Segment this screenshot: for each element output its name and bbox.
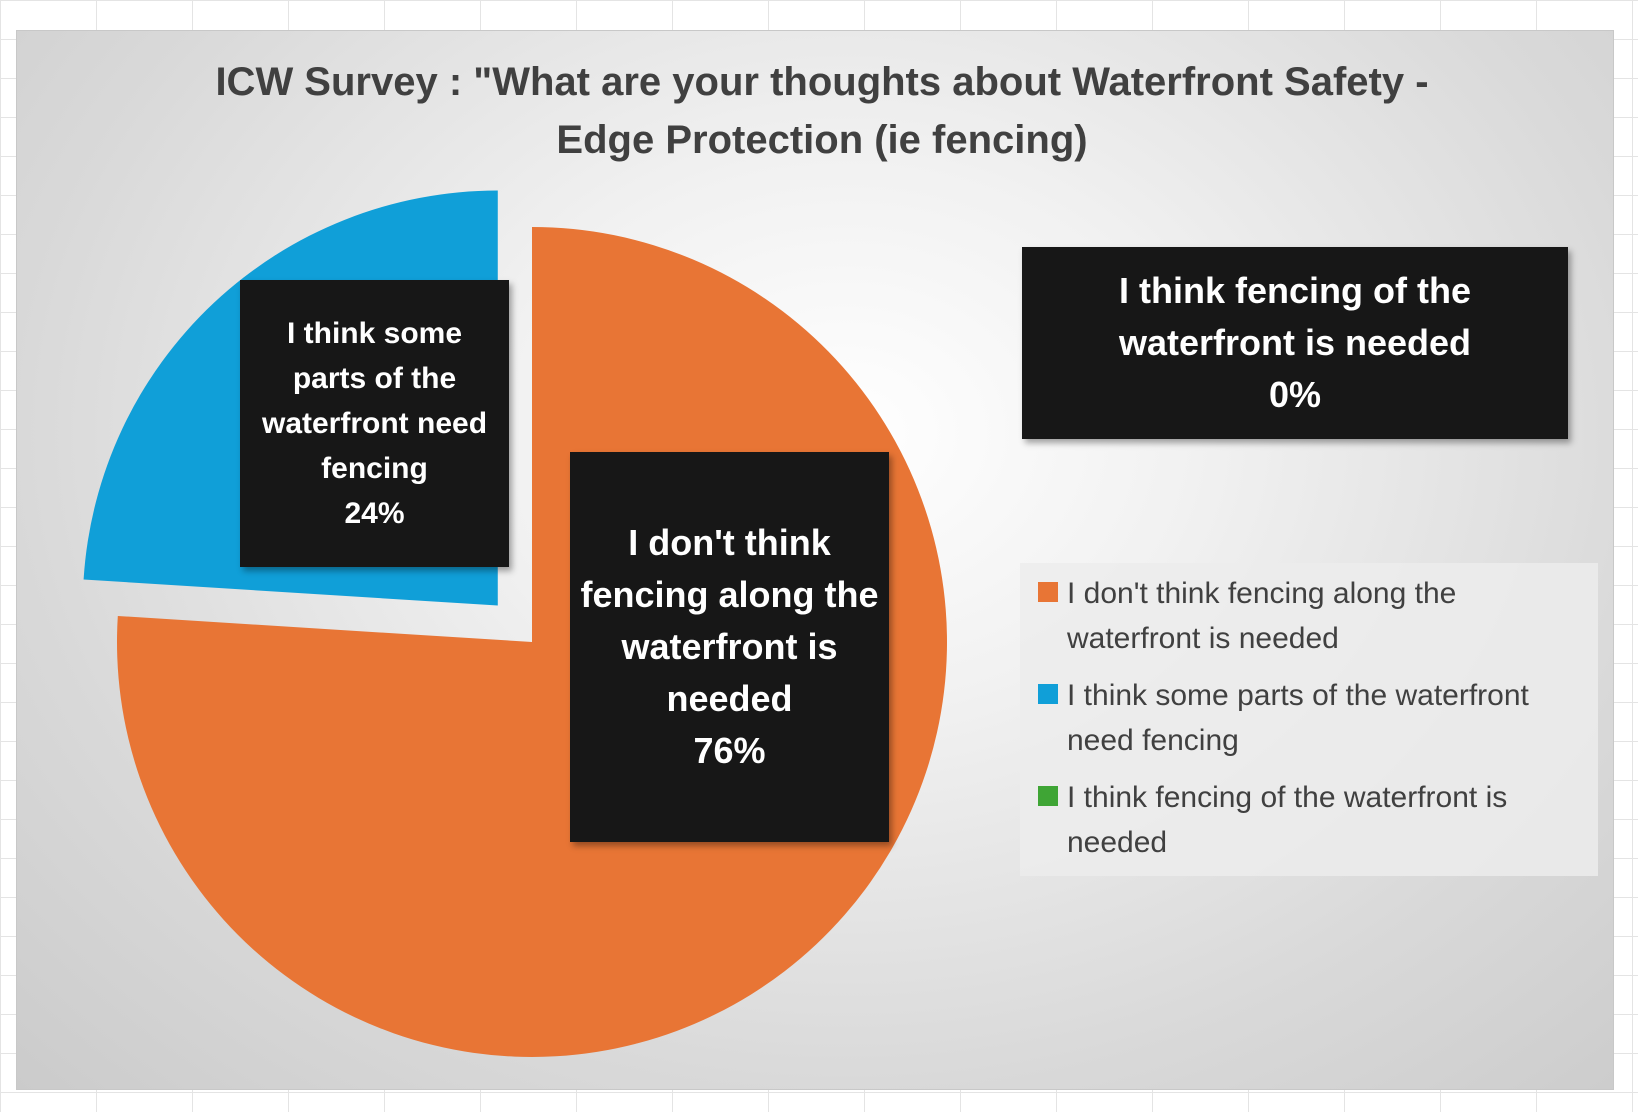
data-label-category: I think fencing of the waterfront is nee… — [1118, 270, 1472, 363]
legend-label: I think fencing of the waterfront is nee… — [1067, 781, 1508, 859]
legend-item-needed: I think fencing of the waterfront is nee… — [1038, 775, 1586, 865]
legend-item-not-needed: I don't think fencing along the waterfro… — [1038, 571, 1586, 661]
chart-area: ICW Survey : "What are your thoughts abo… — [16, 30, 1614, 1090]
data-label-category: I think some parts of the waterfront nee… — [261, 317, 488, 485]
chart-title: ICW Survey : "What are your thoughts abo… — [215, 60, 1429, 162]
data-label-category: I don't think fencing along the waterfro… — [580, 522, 879, 719]
pie-slice-0 — [117, 227, 948, 1058]
chart-legend: I don't think fencing along the waterfro… — [1020, 563, 1598, 876]
data-label-percent: 76% — [693, 730, 766, 771]
legend-item-some-parts: I think some parts of the waterfront nee… — [1038, 673, 1586, 763]
legend-label: I don't think fencing along the waterfro… — [1067, 577, 1457, 655]
data-label-not-needed: I don't think fencing along the waterfro… — [570, 452, 889, 842]
legend-swatch — [1038, 684, 1058, 704]
data-label-some-parts: I think some parts of the waterfront nee… — [240, 280, 509, 567]
legend-swatch — [1038, 582, 1058, 602]
legend-label: I think some parts of the waterfront nee… — [1067, 679, 1529, 757]
data-label-percent: 24% — [344, 497, 405, 530]
data-label-percent: 0% — [1268, 374, 1322, 415]
data-label-needed: I think fencing of the waterfront is nee… — [1022, 247, 1568, 439]
legend-swatch — [1038, 786, 1058, 806]
